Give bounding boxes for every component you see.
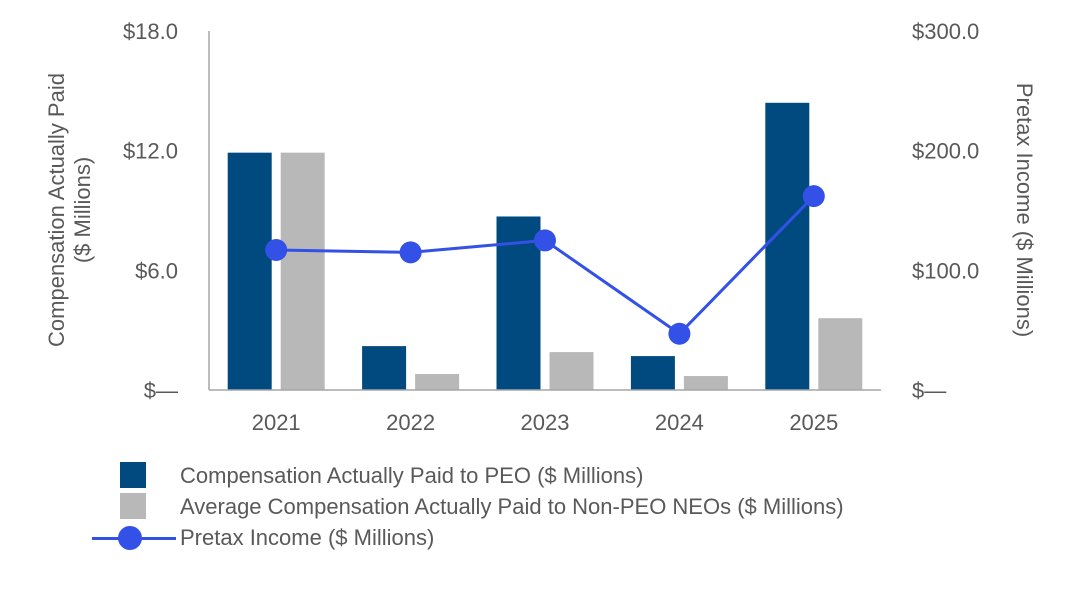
legend-swatch-peo xyxy=(120,462,146,488)
y-left-tick-label: $18.0 xyxy=(123,19,178,44)
income-line-path xyxy=(276,195,815,336)
bar-peo xyxy=(362,346,407,390)
x-tick-label: 2025 xyxy=(789,410,838,435)
y-right-tick-label: $— xyxy=(912,378,946,403)
income-point xyxy=(399,241,422,264)
x-tick-label: 2022 xyxy=(386,410,435,435)
legend-label-neo: Average Compensation Actually Paid to No… xyxy=(180,493,844,519)
income-point xyxy=(265,238,288,261)
bar-neo xyxy=(415,374,460,390)
x-tick-label: 2021 xyxy=(252,410,301,435)
y-right-tick-label: $300.0 xyxy=(912,19,979,44)
y-left-tick-label: $— xyxy=(144,378,178,403)
bar-peo xyxy=(630,356,675,390)
income-point xyxy=(802,185,825,208)
y-right-tick-label: $100.0 xyxy=(912,258,979,283)
x-tick-label: 2024 xyxy=(655,410,704,435)
x-tick-label: 2023 xyxy=(521,410,570,435)
bar-neo xyxy=(818,318,863,390)
y-left-tick-label: $12.0 xyxy=(123,139,178,164)
legend-label-income: Pretax Income ($ Millions) xyxy=(180,524,435,550)
bar-neo xyxy=(280,152,325,390)
legend-label-peo: Compensation Actually Paid to PEO ($ Mil… xyxy=(180,462,644,488)
y-right-tick-label: $200.0 xyxy=(912,139,979,164)
bar-neo xyxy=(683,376,728,390)
bar-neo xyxy=(549,352,594,390)
bar-peo xyxy=(227,152,272,390)
legend-marker-income xyxy=(118,526,142,550)
income-point xyxy=(534,229,556,252)
y-axis-left-label-line2: ($ Millions) xyxy=(70,157,95,263)
y-axis-right-label: Pretax Income ($ Millions) xyxy=(1012,83,1037,337)
income-point xyxy=(668,322,691,345)
legend-swatch-neo xyxy=(120,493,146,519)
y-left-tick-label: $6.0 xyxy=(135,258,178,283)
bar-peo xyxy=(765,102,810,391)
y-axis-left-label-line1: Compensation Actually Paid xyxy=(44,73,69,347)
